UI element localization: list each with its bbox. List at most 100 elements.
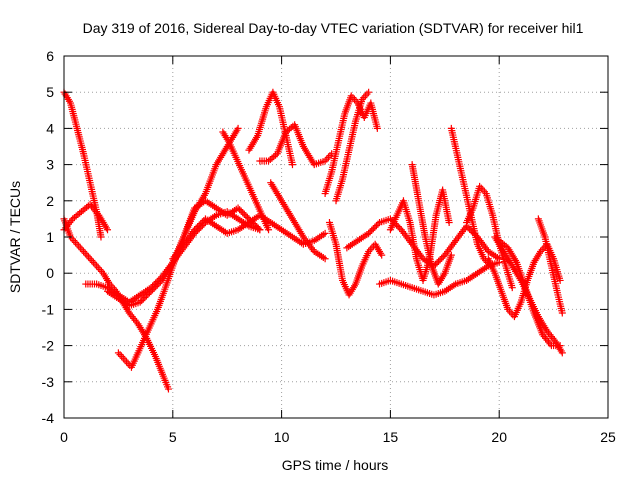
data-point [368,226,376,234]
grid-layer [64,56,608,418]
data-point [195,221,203,229]
data-point [433,259,441,267]
data-point [191,226,199,234]
y-tick-label: -1 [42,301,55,317]
series-track-13 [332,88,373,205]
data-point [192,224,200,232]
data-point [121,356,129,364]
x-tick-label: 5 [169,429,177,445]
data-point [71,238,79,246]
series-track-12 [321,92,381,198]
data-point [139,295,147,303]
y-tick-label: 3 [46,157,54,173]
data-point [123,358,131,366]
data-point [365,88,373,96]
data-point [288,161,296,169]
data-point [89,258,97,266]
data-point [152,283,160,291]
data-point [253,223,261,231]
series-track-23 [495,237,564,350]
data-point [464,224,472,232]
data-point [363,90,371,98]
x-tick-label: 0 [60,429,68,445]
data-point [254,224,262,232]
data-point [234,204,242,212]
data-point [86,255,94,263]
data-point [445,219,453,227]
data-point [239,209,247,217]
data-point [75,242,83,250]
data-point [558,309,566,317]
data-point [153,281,161,289]
data-point [365,229,373,237]
y-tick-label: 0 [46,265,54,281]
data-point [198,218,206,226]
data-point [138,297,146,305]
series-track-3 [60,200,112,234]
data-point [438,254,446,262]
x-tick-label: 10 [274,429,290,445]
series-track-14 [325,219,386,299]
data-point [116,351,124,359]
x-tick-labels: 0 5 10 15 20 25 [60,429,616,445]
data-point [97,233,105,241]
series-track-2 [60,215,172,393]
y-tick-label: 1 [46,229,54,245]
ticks-layer [63,55,609,419]
data-point [378,251,386,259]
data-point [155,280,163,288]
series-track-16 [376,258,503,299]
data-point [88,257,96,265]
data-point [141,294,149,302]
data-point [150,284,158,292]
data-point [80,247,88,255]
data-points-layer [60,88,566,393]
data-point [144,290,152,298]
data-point [78,246,86,254]
data-point [369,225,377,233]
series-track-9 [245,88,296,169]
series-track-18 [408,161,455,288]
data-point [81,249,89,257]
data-point [372,222,380,230]
data-point [374,220,382,228]
data-point [447,251,455,259]
data-point [119,354,127,362]
data-point [234,124,242,132]
data-point [431,260,439,268]
data-point [324,153,332,161]
series-track-8 [219,128,273,234]
x-tick-label: 15 [383,429,399,445]
data-point [321,255,329,263]
data-point [147,287,155,295]
data-point [373,124,381,132]
data-point [96,266,104,274]
chart-title: Day 319 of 2016, Sidereal Day-to-day VTE… [83,20,584,36]
x-tick-label: 20 [491,429,507,445]
y-tick-label: 4 [46,120,54,136]
y-tick-label: -3 [42,374,55,390]
data-point [76,244,84,252]
data-point [242,212,250,220]
data-point [197,220,205,228]
data-point [70,237,78,245]
data-point [240,210,248,218]
data-point [237,207,245,215]
y-tick-label: -4 [42,410,55,426]
data-point [371,223,379,231]
series-track-11 [267,179,329,263]
data-point [73,240,81,248]
data-point [366,228,374,236]
data-point [142,292,150,300]
series-track-6 [104,197,264,310]
data-point [149,286,157,294]
data-point [556,276,564,284]
y-axis-label: SDTVAR / TECUs [7,181,23,293]
y-tick-label: -2 [42,338,55,354]
data-point [118,352,126,360]
data-point [556,342,564,350]
data-point [321,229,329,237]
series-track-20 [463,182,516,292]
data-point [145,289,153,297]
